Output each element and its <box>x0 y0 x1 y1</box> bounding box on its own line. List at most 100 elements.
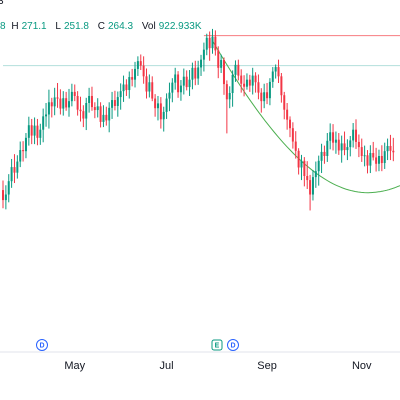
candle-up <box>245 73 248 90</box>
candle-body <box>59 98 62 109</box>
candle-down <box>343 131 346 156</box>
candle-down <box>145 68 148 99</box>
event-badge-symbol: D <box>39 343 44 350</box>
candle-body <box>191 67 194 80</box>
candle-body <box>10 167 13 182</box>
candle-down <box>225 80 228 134</box>
candle-up <box>251 67 254 95</box>
candle-up <box>174 67 177 90</box>
candle-body <box>102 114 105 122</box>
time-axis[interactable]: May Jul Sep Nov <box>64 360 372 372</box>
candle-down <box>99 102 102 128</box>
candle-up <box>165 93 168 119</box>
candle-body <box>386 145 389 152</box>
candle-body <box>268 81 271 99</box>
candle-body <box>214 36 217 51</box>
candle-up <box>62 91 65 116</box>
candle-down <box>392 137 395 162</box>
candle-up <box>202 42 205 72</box>
candle-down <box>217 46 220 79</box>
event-badge-symbol: D <box>230 343 235 350</box>
candle-body <box>105 114 108 121</box>
candle-up <box>7 174 10 203</box>
candle-body <box>171 82 174 93</box>
candle-body <box>326 140 329 156</box>
candle-body <box>33 125 36 136</box>
candle-body <box>320 151 323 161</box>
candle-down <box>277 59 280 83</box>
low-group: L 251.8 <box>55 21 92 32</box>
candle-body <box>294 141 297 151</box>
candle-body <box>317 160 320 172</box>
candle-body <box>240 75 243 84</box>
candle-body <box>389 145 392 151</box>
candle-body <box>27 125 30 138</box>
candle-down <box>297 148 300 175</box>
candle-down <box>389 134 392 161</box>
candle-body <box>13 167 16 173</box>
candle-body <box>297 150 300 168</box>
candle-body <box>355 129 358 142</box>
candle-up <box>45 103 48 127</box>
candle-up <box>4 185 7 210</box>
candle-up <box>274 64 277 79</box>
candle-body <box>125 84 128 91</box>
candle-body <box>73 91 76 96</box>
candle-body <box>205 37 208 50</box>
candle-up <box>211 28 214 54</box>
close-label: C <box>97 21 105 32</box>
candle-body <box>159 103 162 120</box>
high-value: 271.1 <box>21 21 47 32</box>
candle-up <box>205 33 208 56</box>
candle-up <box>300 154 303 181</box>
candle-up <box>200 54 203 76</box>
candle-body <box>188 79 191 88</box>
candle-body <box>70 91 73 102</box>
dividend-badge[interactable]: D <box>36 339 48 351</box>
candle-body <box>90 95 93 108</box>
candle-up <box>122 75 125 102</box>
candle-body <box>162 111 165 120</box>
candle-body <box>24 137 27 152</box>
candle-down <box>240 69 243 93</box>
candle-up <box>377 149 380 172</box>
candle-body <box>231 74 234 94</box>
candle-down <box>243 75 246 97</box>
candle-down <box>214 30 217 56</box>
candle-body <box>211 36 214 49</box>
candle-up <box>340 135 343 163</box>
candle-body <box>306 176 309 181</box>
candle-body <box>248 79 251 86</box>
candle-down <box>30 118 33 145</box>
candle-body <box>274 67 277 72</box>
time-axis-label-nov: Nov <box>352 360 372 372</box>
candle-body <box>300 160 303 168</box>
candle-down <box>36 118 39 146</box>
candle-body <box>314 171 317 178</box>
candle-body <box>337 139 340 151</box>
dividend-badge[interactable]: D <box>227 339 239 351</box>
candle-down <box>355 119 358 149</box>
candle-up <box>182 68 185 95</box>
candle-down <box>360 138 363 162</box>
candle-down <box>375 147 378 172</box>
candle-up <box>16 155 19 179</box>
candle-body <box>116 97 119 106</box>
candle-body <box>19 150 22 162</box>
candle-body <box>266 92 269 99</box>
candle-down <box>73 84 76 102</box>
candle-body <box>119 91 122 98</box>
candle-up <box>326 133 329 162</box>
candle-down <box>82 105 85 128</box>
time-axis-label-may: May <box>64 360 85 372</box>
candle-down <box>79 96 82 122</box>
candle-down <box>159 97 162 129</box>
candle-body <box>349 140 352 148</box>
candle-up <box>263 83 266 109</box>
candle-up <box>314 161 317 188</box>
earnings-badge[interactable]: E <box>211 339 223 351</box>
candle-down <box>280 72 283 103</box>
candle-down <box>185 70 188 91</box>
